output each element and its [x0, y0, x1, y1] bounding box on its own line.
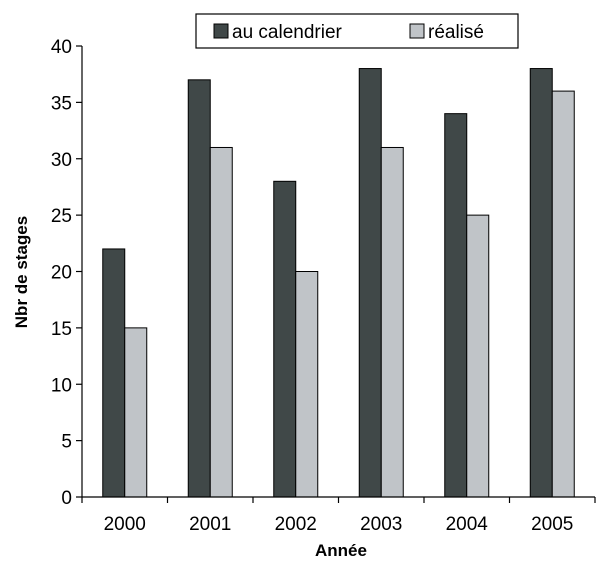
bar-realise-2003: [380, 146, 404, 498]
y-tick-label-25: 25: [51, 206, 72, 227]
bar-au-calendrier-2003: [358, 68, 382, 498]
bar-realise-2002: [295, 271, 319, 498]
x-tick-label-2003: 2003: [360, 514, 402, 535]
bar-au-calendrier-2005: [529, 68, 553, 498]
x-tick-label-2000: 2000: [104, 514, 146, 535]
y-tick-label-35: 35: [51, 93, 72, 114]
y-axis-title: Nbr de stages: [12, 216, 31, 328]
legend-label-au-calendrier: au calendrier: [232, 22, 343, 43]
legend-swatch-realise: [409, 23, 425, 39]
bar-realise-2004: [466, 214, 490, 498]
legend-label-realise: réalisé: [428, 22, 484, 43]
bar-realise-2001: [209, 146, 233, 498]
x-axis-title: Année: [315, 541, 367, 560]
y-tick-label-40: 40: [51, 37, 72, 58]
legend-box: [195, 13, 519, 49]
x-tick-label-2005: 2005: [531, 514, 573, 535]
x-tick-label-2001: 2001: [189, 514, 231, 535]
y-tick-label-30: 30: [51, 150, 72, 171]
y-tick-label-5: 5: [61, 432, 72, 453]
plot-area: 0 5 10 15 20 25 30 35 40 2000 2001 2002 2003 2004 2005: [51, 37, 596, 535]
bar-au-calendrier-2002: [273, 180, 297, 498]
y-tick-label-10: 10: [51, 375, 72, 396]
y-tick-label-20: 20: [51, 263, 72, 284]
y-tick-label-15: 15: [51, 319, 72, 340]
bar-au-calendrier-2000: [102, 248, 126, 498]
bar-realise-2005: [551, 90, 575, 498]
bar-au-calendrier-2004: [444, 113, 468, 498]
x-tick-label-2002: 2002: [275, 514, 317, 535]
legend: au calendrier réalisé: [195, 13, 519, 49]
bar-realise-2000: [124, 327, 148, 498]
x-tick-label-2004: 2004: [446, 514, 489, 535]
bar-au-calendrier-2001: [187, 79, 211, 498]
y-tick-label-0: 0: [61, 488, 72, 509]
legend-swatch-au-calendrier: [213, 23, 229, 39]
